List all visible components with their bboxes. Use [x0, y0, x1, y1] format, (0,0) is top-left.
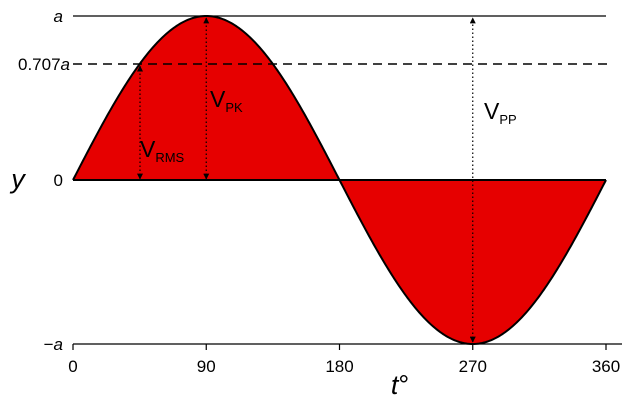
x-tick-label: 270: [459, 357, 487, 376]
y-tick-label: a: [54, 7, 63, 26]
y-tick-label: −a: [44, 335, 63, 354]
sine-curve: [72, 14, 607, 346]
vpp-label: VPP: [484, 98, 517, 127]
y-axis-label: y: [9, 164, 26, 194]
y-tick-label: 0: [54, 171, 63, 190]
vrms-label: VRMS: [140, 136, 185, 165]
x-tick-label: 360: [592, 357, 620, 376]
x-tick-marks: [72, 344, 607, 350]
x-tick-label: 90: [197, 357, 216, 376]
x-tick-label: 180: [325, 357, 353, 376]
vpk-label: VPK: [210, 86, 243, 115]
x-tick-label: 0: [68, 357, 77, 376]
y-tick-label: 0.707a: [18, 55, 70, 74]
x-axis-label: t°: [391, 370, 409, 400]
